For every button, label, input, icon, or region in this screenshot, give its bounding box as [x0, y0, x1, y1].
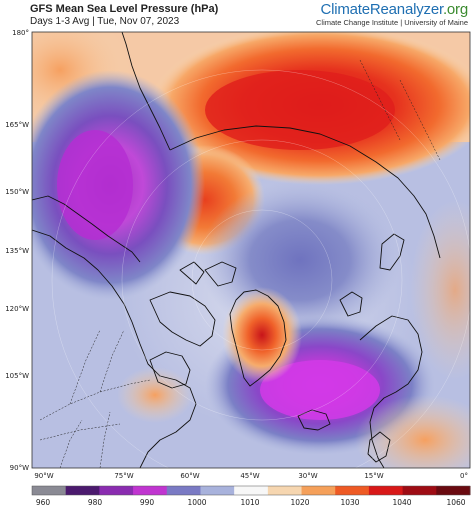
east-warm: [410, 200, 470, 380]
brand-subtitle: Climate Change Institute | University of…: [315, 18, 468, 27]
colorbar-labels: 960 980 990 1000 1010 1020 1030 1040 106…: [36, 498, 466, 507]
map-title: GFS Mean Sea Level Pressure (hPa): [30, 3, 219, 15]
map-field: [32, 32, 470, 468]
coastlines: [32, 32, 441, 468]
iceland-low-core: [260, 360, 380, 420]
left-label: 150°W: [5, 188, 29, 196]
greenland-coast: [229, 289, 287, 387]
north-america-coast: [32, 229, 197, 468]
state-lines-1: [39, 411, 121, 468]
colorbar-label: 960: [36, 498, 51, 507]
colorbar-swatch: [267, 486, 303, 495]
british-isles: [367, 431, 391, 463]
colorbar-swatch: [234, 486, 269, 495]
colorbar-swatch: [301, 486, 336, 495]
south-warm-1: [117, 367, 193, 423]
scandinavia-coast: [359, 315, 423, 468]
brand-logo[interactable]: ClimateReanalyzer.org: [320, 1, 468, 18]
kamchatka: [121, 32, 171, 151]
colorbar-label: 990: [140, 498, 155, 507]
left-label: 90°W: [10, 464, 29, 472]
colorbar-label: 1030: [340, 498, 359, 507]
hudson-bay: [149, 351, 191, 389]
colorbar-label: 1020: [290, 498, 309, 507]
colorbar-swatch: [166, 486, 201, 495]
bottom-label: 45°W: [240, 472, 259, 480]
colorbar-swatch: [65, 486, 100, 495]
bering-low-core: [57, 130, 133, 240]
left-label: 165°W: [5, 121, 29, 129]
left-label: 135°W: [5, 247, 29, 255]
bottom-label: 30°W: [298, 472, 317, 480]
bottom-axis-labels: 90°W 75°W 60°W 45°W 30°W 15°W 0°: [34, 472, 468, 480]
colorbar-label: 1040: [392, 498, 411, 507]
colorbar-swatch: [99, 486, 134, 495]
siberia-coast: [169, 125, 441, 259]
colorbar-label: 980: [88, 498, 103, 507]
colorbar-swatch: [402, 486, 437, 495]
canada-arctic-islands: [149, 261, 237, 347]
siberia-high-core: [205, 70, 395, 150]
us-canada-border: [39, 379, 151, 421]
bottom-label: 0°: [460, 472, 468, 480]
colorbar-swatch: [133, 486, 168, 495]
colorbar-label: 1000: [187, 498, 206, 507]
province-lines: [69, 329, 125, 405]
colorbar-label: 1010: [240, 498, 259, 507]
alaska-coast: [32, 195, 141, 263]
colorbar-swatch: [200, 486, 235, 495]
graticule: [51, 69, 470, 468]
iceland: [297, 409, 331, 431]
bottom-label: 90°W: [34, 472, 53, 480]
left-label: 120°W: [5, 305, 29, 313]
political-borders: [39, 59, 441, 468]
south-warm-2: [355, 395, 470, 468]
colorbar-swatch: [368, 486, 404, 495]
bottom-label: 15°W: [364, 472, 383, 480]
brand-suffix: .org: [442, 1, 468, 18]
colorbar: [31, 485, 471, 496]
colorbar-swatch: [335, 486, 370, 495]
bottom-label: 75°W: [114, 472, 133, 480]
left-label: 180°: [12, 29, 29, 37]
russia-borders: [359, 59, 441, 161]
greenland-high: [222, 287, 302, 383]
colorbar-border: [31, 485, 471, 496]
svalbard: [339, 291, 363, 317]
left-label: 105°W: [5, 372, 29, 380]
colorbar-label: 1060: [446, 498, 465, 507]
colorbar-swatch: [436, 486, 471, 495]
map-border: [31, 31, 471, 469]
colorbar-swatch: [32, 486, 67, 495]
left-axis-labels: 180° 165°W 150°W 135°W 120°W 105°W 90°W: [5, 29, 29, 472]
map-subtitle: Days 1-3 Avg | Tue, Nov 07, 2023: [30, 16, 180, 27]
bottom-label: 60°W: [180, 472, 199, 480]
brand-name: ClimateReanalyzer: [320, 1, 443, 18]
